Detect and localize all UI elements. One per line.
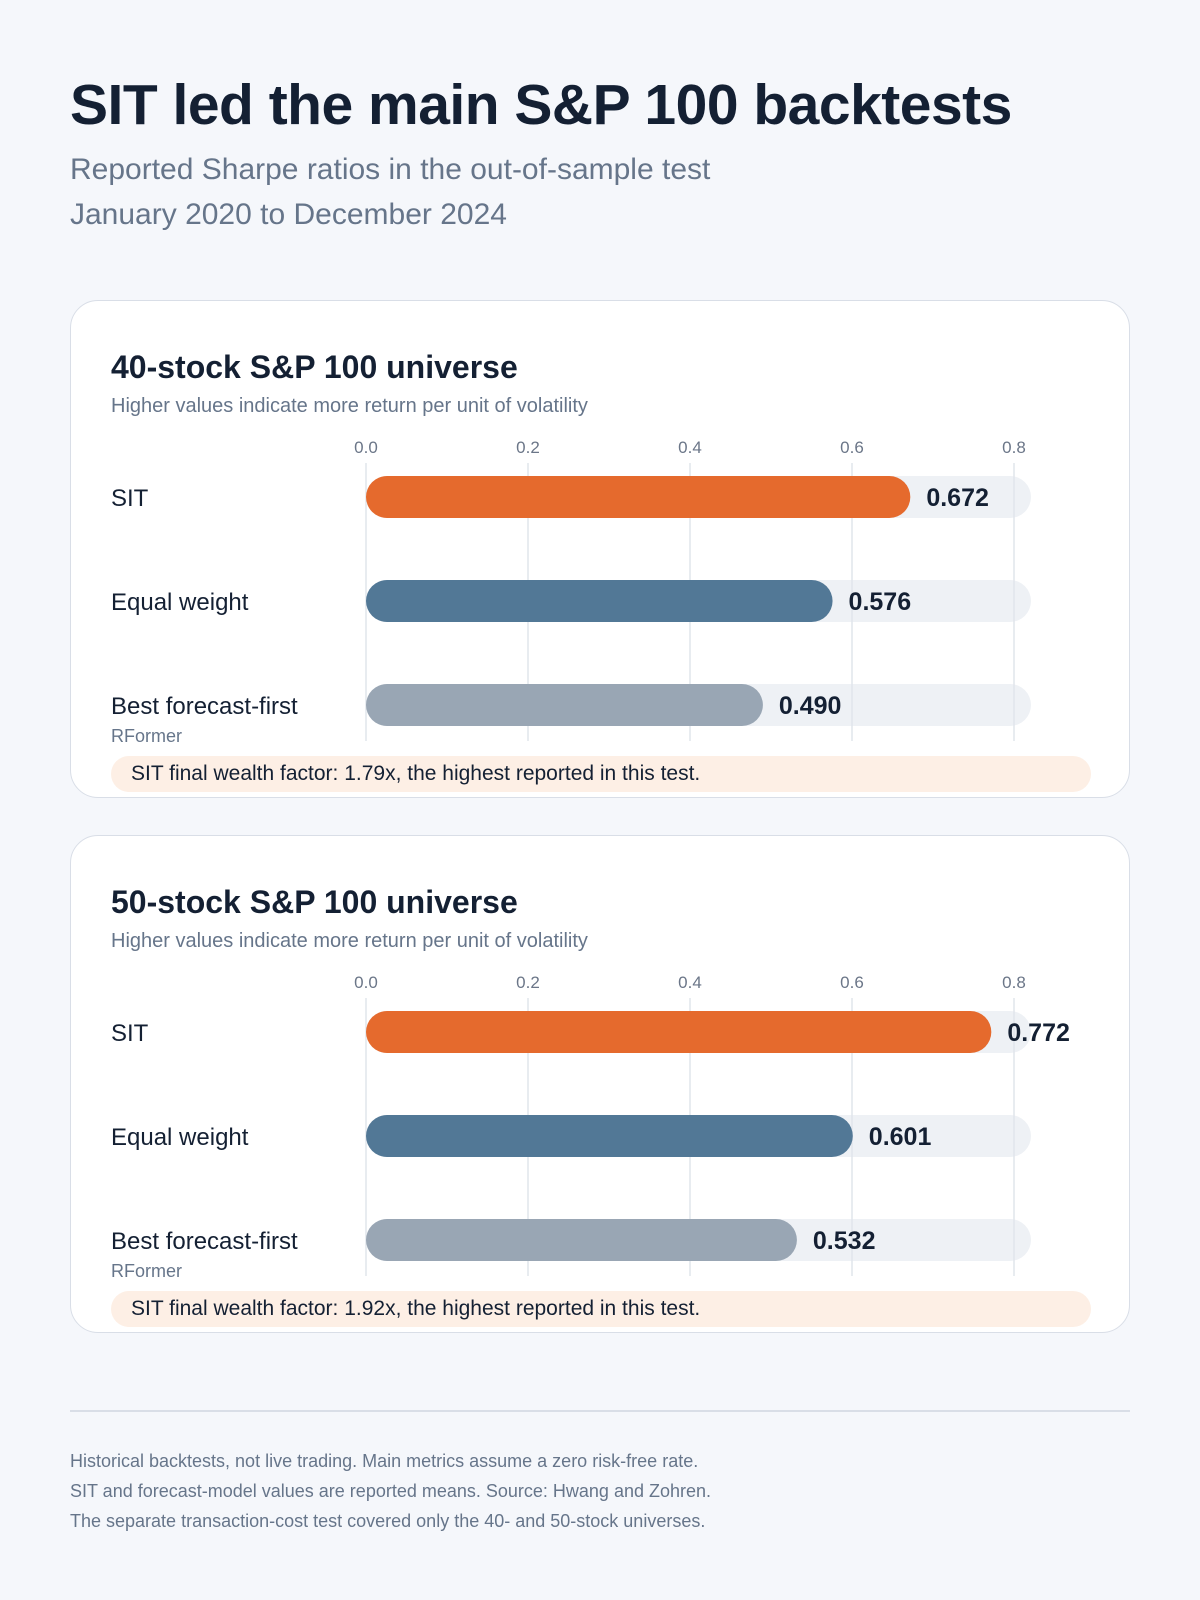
- bar: [366, 1011, 992, 1053]
- bar-chart-50-stock: 0.0 0.2 0.4 0.6 0.8 0.772 SIT 0.601 Equal weight…: [111, 973, 1070, 1281]
- x-tick-label: 0.2: [516, 973, 540, 992]
- bar: [366, 476, 911, 518]
- footnote-line-2: SIT and forecast-model values are report…: [70, 1481, 712, 1501]
- category-label: Equal weight: [111, 589, 249, 616]
- x-tick-label: 0.0: [354, 438, 378, 457]
- x-tick-label: 0.4: [678, 973, 702, 992]
- bar: [366, 1115, 853, 1157]
- chart-card-50-stock: 50-stock S&P 100 universe Higher values …: [70, 835, 1130, 1333]
- chart-subtitle: Higher values indicate more return per u…: [111, 395, 588, 417]
- category-label: Equal weight: [111, 1124, 249, 1151]
- x-tick-label: 0.4: [678, 438, 702, 457]
- chart-subtitle: Higher values indicate more return per u…: [111, 930, 588, 952]
- bar-chart-40-stock: 0.0 0.2 0.4 0.6 0.8 0.672 SIT 0.576 Equal weight…: [111, 438, 1031, 746]
- category-label: Best forecast-first: [111, 1228, 298, 1255]
- page-subtitle-line-2: January 2020 to December 2024: [70, 198, 507, 231]
- page-subtitle-line-1: Reported Sharpe ratios in the out-of-sam…: [70, 153, 711, 186]
- category-label: Best forecast-first: [111, 693, 298, 720]
- footer-divider: [70, 1410, 1130, 1412]
- footnote-line-3: The separate transaction-cost test cover…: [70, 1511, 706, 1531]
- bar-value-label: 0.532: [813, 1227, 876, 1255]
- x-tick-label: 0.2: [516, 438, 540, 457]
- page-title: SIT led the main S&P 100 backtests: [70, 73, 1012, 137]
- category-label: SIT: [111, 1020, 149, 1047]
- bar: [366, 580, 833, 622]
- category-sublabel: RFormer: [111, 726, 182, 746]
- bar: [366, 684, 763, 726]
- bar: [366, 1219, 797, 1261]
- x-tick-label: 0.8: [1002, 973, 1026, 992]
- chart-title: 50-stock S&P 100 universe: [111, 884, 518, 920]
- wealth-factor-callout: SIT final wealth factor: 1.79x, the high…: [111, 756, 1091, 792]
- bar-value-label: 0.576: [849, 588, 912, 616]
- bar-value-label: 0.772: [1007, 1019, 1070, 1047]
- footnote-line-1: Historical backtests, not live trading. …: [70, 1451, 699, 1471]
- chart-title: 40-stock S&P 100 universe: [111, 349, 518, 385]
- x-tick-label: 0.6: [840, 973, 864, 992]
- category-sublabel: RFormer: [111, 1261, 182, 1281]
- category-label: SIT: [111, 485, 149, 512]
- x-tick-label: 0.8: [1002, 438, 1026, 457]
- chart-card-40-stock: 40-stock S&P 100 universe Higher values …: [70, 300, 1130, 798]
- bar-value-label: 0.490: [779, 692, 842, 720]
- wealth-factor-callout: SIT final wealth factor: 1.92x, the high…: [111, 1291, 1091, 1327]
- x-tick-label: 0.0: [354, 973, 378, 992]
- x-tick-label: 0.6: [840, 438, 864, 457]
- bar-value-label: 0.672: [926, 484, 989, 512]
- bar-value-label: 0.601: [869, 1123, 932, 1151]
